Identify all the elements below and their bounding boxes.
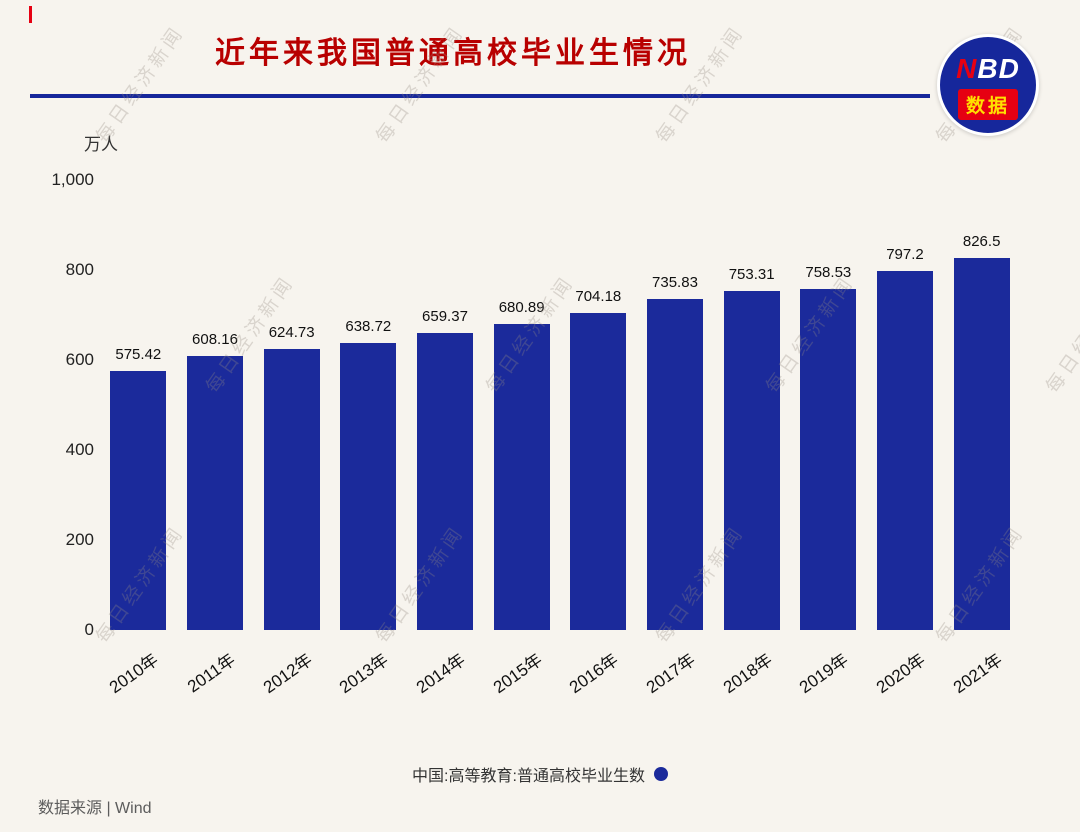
data-source: 数据来源 | Wind: [38, 800, 152, 817]
nbd-logo: NBD 数据: [937, 34, 1039, 136]
x-axis-tick-label: 2020年: [872, 650, 929, 698]
bar-group: 575.42 2010年: [100, 180, 177, 697]
nbd-logo-letter-n: N: [956, 53, 978, 84]
bar-group: 826.5 2021年: [943, 180, 1020, 697]
watermark-text: 每日经济新闻: [92, 22, 189, 148]
bar-value-label: 735.83: [652, 273, 698, 291]
x-axis-tick-label: 2011年: [183, 650, 239, 697]
nbd-logo-subtitle: 数据: [957, 89, 1019, 120]
legend-marker-dot: [653, 767, 668, 781]
y-axis-tick-label: 1,000: [51, 170, 94, 189]
title-underline: [30, 94, 930, 98]
bar: [953, 258, 1010, 630]
bar-group: 608.16 2011年: [177, 180, 254, 696]
x-axis-tick-label: 2014年: [412, 650, 469, 698]
bar: [876, 271, 933, 630]
bar-value-label: 659.37: [422, 308, 468, 326]
bar-value-label: 608.16: [192, 331, 238, 349]
nbd-logo-letters-bd: BD: [977, 53, 1020, 84]
x-axis-tick-label: 2010年: [106, 650, 163, 698]
bar-group: 680.89 2015年: [483, 180, 560, 697]
y-axis-tick-label: 600: [65, 350, 94, 369]
y-axis-unit-label: 万人: [84, 135, 118, 154]
bar-chart-plot-area: 575.42 2010年 608.16 2011年 624.73 2012年 638.72 2…: [100, 180, 1020, 697]
bar: [570, 313, 627, 630]
chart-legend: 中国:高等教育:普通高校毕业生数: [0, 762, 1080, 786]
bar: [493, 323, 550, 630]
bar-group: 704.18 2016年: [560, 180, 637, 697]
legend-label: 中国:高等教育:普通高校毕业生数: [412, 768, 645, 785]
bar-value-label: 680.89: [498, 298, 545, 316]
bar-group: 758.53 2019年: [790, 180, 867, 697]
bar-value-label: 704.18: [575, 288, 622, 306]
x-axis-tick-label: 2017年: [642, 650, 699, 698]
watermark-text: 每日经济新闻: [1042, 272, 1080, 398]
y-axis-tick-label: 0: [84, 620, 94, 639]
y-axis-tick-label: 800: [65, 260, 94, 279]
x-axis-tick-label: 2021年: [949, 650, 1006, 698]
bar-group: 797.2 2020年: [867, 180, 944, 697]
y-axis-tick-label: 400: [65, 440, 94, 459]
bar: [340, 342, 397, 630]
title-accent-mark: [29, 6, 32, 23]
bar: [186, 356, 243, 630]
bar: [110, 371, 167, 630]
bar-value-label: 753.31: [728, 266, 775, 284]
bar-group: 624.73 2012年: [253, 180, 330, 697]
bar: [800, 288, 857, 630]
bar-group: 638.72 2013年: [330, 180, 407, 697]
nbd-logo-text: NBD: [940, 53, 1036, 85]
page-title: 近年来我国普通高校毕业生情况: [215, 37, 691, 70]
bar-value-label: 826.5: [962, 233, 1001, 251]
bar-value-label: 758.53: [805, 263, 852, 281]
bar-group: 735.83 2017年: [637, 180, 714, 697]
bar-value-label: 638.72: [345, 317, 392, 335]
bar-value-label: 797.2: [886, 246, 924, 264]
bar: [416, 333, 473, 630]
bar-group: 753.31 2018年: [713, 180, 790, 697]
bar: [723, 291, 780, 630]
bar: [646, 298, 703, 630]
y-axis-tick-label: 200: [65, 530, 94, 549]
bar: [263, 348, 320, 630]
bar-group: 659.37 2014年: [407, 180, 484, 697]
bar-value-label: 624.73: [268, 323, 315, 341]
bar-value-label: 575.42: [115, 346, 162, 364]
